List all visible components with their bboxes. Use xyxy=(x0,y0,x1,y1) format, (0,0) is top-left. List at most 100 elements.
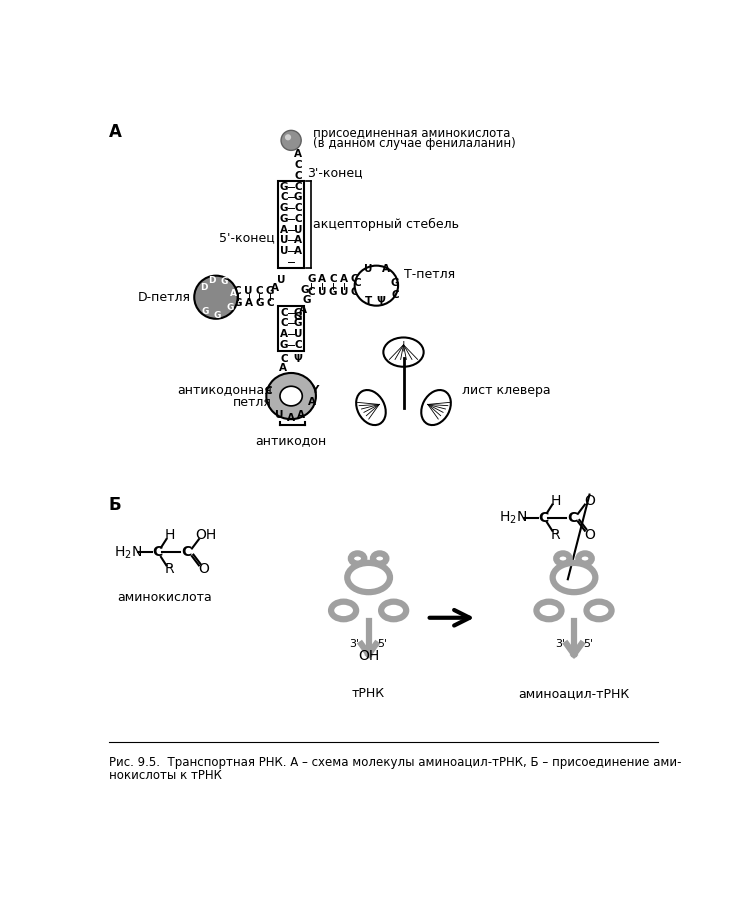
Text: 3': 3' xyxy=(349,639,360,649)
Text: U: U xyxy=(340,287,348,297)
Text: G: G xyxy=(390,278,399,288)
Text: G: G xyxy=(307,275,316,285)
Text: A: A xyxy=(308,397,316,407)
Text: D-петля: D-петля xyxy=(138,290,191,304)
Text: OH: OH xyxy=(358,649,379,663)
Text: U: U xyxy=(245,286,253,296)
Text: C: C xyxy=(266,299,274,309)
Text: D: D xyxy=(209,276,216,285)
Text: G: G xyxy=(280,182,289,192)
Text: C: C xyxy=(280,354,288,364)
Text: C: C xyxy=(391,290,399,299)
Text: G: G xyxy=(293,312,301,322)
Text: 5'-конец: 5'-конец xyxy=(219,231,275,244)
Text: (в данном случае фенилаланин): (в данном случае фенилаланин) xyxy=(313,137,515,151)
Text: A: A xyxy=(287,413,295,423)
Text: U: U xyxy=(280,236,289,246)
Text: 5': 5' xyxy=(583,639,593,649)
Text: R: R xyxy=(551,528,560,541)
Circle shape xyxy=(194,276,238,319)
Text: G: G xyxy=(294,308,302,318)
Text: A: A xyxy=(278,363,286,373)
Text: Б: Б xyxy=(109,496,122,514)
Text: присоединенная аминокислота: присоединенная аминокислота xyxy=(313,127,510,140)
Text: A: A xyxy=(294,236,302,246)
Text: А: А xyxy=(109,123,122,142)
Text: C: C xyxy=(294,182,302,192)
Text: C: C xyxy=(294,340,302,350)
Text: G: G xyxy=(294,319,302,329)
Text: C: C xyxy=(307,287,315,297)
Text: 3'-конец: 3'-конец xyxy=(307,166,363,179)
Ellipse shape xyxy=(280,386,302,406)
Text: A: A xyxy=(294,247,302,257)
Text: лист клевера: лист клевера xyxy=(462,384,551,397)
Text: G: G xyxy=(214,311,221,320)
Circle shape xyxy=(285,134,291,141)
Ellipse shape xyxy=(266,373,316,419)
Text: A: A xyxy=(294,149,302,159)
Text: C: C xyxy=(294,160,302,170)
Text: Рис. 9.5.  Транспортная РНК. А – схема молекулы аминоацил-тРНК, Б – присоединени: Рис. 9.5. Транспортная РНК. А – схема мо… xyxy=(109,756,681,770)
Ellipse shape xyxy=(355,266,398,306)
Text: O: O xyxy=(198,562,209,576)
Text: Ψ: Ψ xyxy=(376,296,385,306)
Text: A: A xyxy=(297,410,305,420)
Text: U: U xyxy=(318,287,326,297)
Text: C: C xyxy=(351,275,358,285)
Text: U: U xyxy=(294,225,302,235)
Text: A: A xyxy=(298,305,307,315)
Text: U: U xyxy=(275,410,283,420)
Circle shape xyxy=(281,131,301,151)
Text: C: C xyxy=(264,386,272,396)
Text: C: C xyxy=(294,214,302,224)
Text: G: G xyxy=(294,193,302,203)
Text: H$_2$N: H$_2$N xyxy=(500,509,527,526)
Text: H$_2$N: H$_2$N xyxy=(114,544,141,561)
Text: R: R xyxy=(165,562,174,576)
Text: G: G xyxy=(302,295,311,305)
Text: U: U xyxy=(280,247,289,257)
Text: акцепторный стебель: акцепторный стебель xyxy=(313,218,459,231)
Text: G: G xyxy=(266,286,275,296)
Text: C: C xyxy=(152,545,162,560)
Ellipse shape xyxy=(421,390,451,425)
Text: G: G xyxy=(328,287,337,297)
Text: A: A xyxy=(271,283,279,293)
Text: G: G xyxy=(220,278,227,287)
Text: G: G xyxy=(255,299,263,309)
Text: 5': 5' xyxy=(378,639,387,649)
Text: G: G xyxy=(280,340,289,350)
Text: антикодон: антикодон xyxy=(256,435,327,447)
Text: Т-петля: Т-петля xyxy=(404,268,456,280)
Text: аминокислота: аминокислота xyxy=(117,591,212,603)
Text: G: G xyxy=(301,285,310,295)
Text: U: U xyxy=(277,275,285,285)
Text: Ψ: Ψ xyxy=(294,354,302,364)
Text: |: | xyxy=(402,340,405,351)
Text: U: U xyxy=(294,330,302,339)
Text: O: O xyxy=(584,528,595,541)
Text: H: H xyxy=(551,494,560,508)
Text: C: C xyxy=(354,278,361,288)
Text: A: A xyxy=(280,330,288,339)
Text: G: G xyxy=(226,303,233,312)
Text: нокислоты к тРНК: нокислоты к тРНК xyxy=(109,769,222,782)
Text: G: G xyxy=(350,287,359,297)
Text: A: A xyxy=(340,275,348,285)
Bar xyxy=(278,181,304,268)
Text: D: D xyxy=(200,283,208,292)
Text: A: A xyxy=(318,275,326,285)
Text: C: C xyxy=(234,286,242,296)
Text: C: C xyxy=(329,275,337,285)
Text: 3': 3' xyxy=(555,639,565,649)
Text: G: G xyxy=(280,214,289,224)
Text: C: C xyxy=(256,286,263,296)
Text: H: H xyxy=(165,529,174,542)
Text: тРНК: тРНК xyxy=(352,687,385,700)
Text: T: T xyxy=(365,296,373,306)
Text: OH: OH xyxy=(195,529,216,542)
Bar xyxy=(278,306,304,352)
Text: C: C xyxy=(181,545,191,560)
Text: C: C xyxy=(280,319,288,329)
